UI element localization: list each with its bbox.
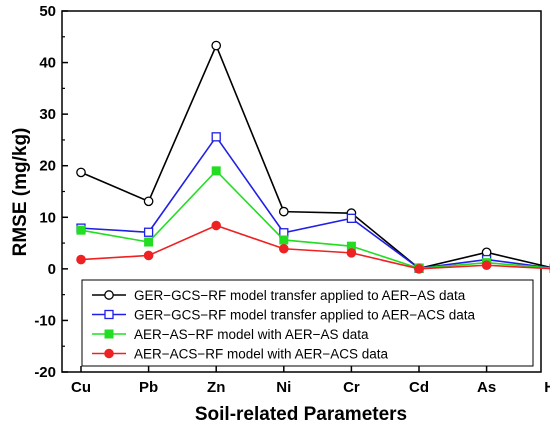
y-tick-label: 50: [39, 3, 56, 20]
legend-label: GER−GCS−RF model transfer applied to AER…: [134, 308, 476, 323]
data-point: [211, 132, 221, 142]
x-tick-label: As: [477, 379, 496, 396]
y-axis-title: RMSE (mg/kg): [10, 128, 31, 257]
series-line: [80, 43, 550, 270]
data-point: [346, 248, 357, 258]
x-tick-label: Cr: [343, 379, 360, 396]
legend-label: AER−AS−RF model with AER−AS data: [134, 327, 369, 342]
data-point: [279, 235, 289, 245]
data-point: [211, 40, 222, 51]
x-tick-label: Ni: [276, 379, 291, 396]
data-point: [414, 264, 424, 274]
data-point: [143, 250, 154, 261]
axis-ticks: -20 -10 0 10 20 30 40 50 Cu Pb Zn Ni Cr Cd As Hg: [34, 3, 550, 396]
data-point: [278, 206, 289, 217]
data-point: [76, 254, 86, 265]
series-group: [76, 40, 550, 274]
legend-entry: GER−GCS−RF model transfer applied to AER…: [92, 308, 476, 323]
y-tick-label: 10: [39, 209, 56, 226]
data-point: [346, 213, 357, 223]
x-tick-label: Zn: [207, 379, 225, 396]
data-point: [481, 260, 492, 271]
series-line: [80, 169, 550, 270]
legend-label: GER−GCS−RF model transfer applied to AER…: [134, 288, 466, 303]
y-tick-label: 0: [48, 261, 56, 278]
y-tick-label: -10: [34, 312, 56, 329]
series-line: [80, 224, 550, 270]
series-3: [76, 166, 550, 273]
legend-marker: [104, 348, 114, 359]
series-line: [80, 135, 550, 270]
legend-label: AER−ACS−RF model with AER−ACS data: [134, 347, 388, 362]
y-tick-label: 30: [39, 106, 56, 123]
data-point: [143, 227, 154, 237]
x-tick-label: Cu: [71, 379, 91, 396]
data-point: [76, 167, 86, 178]
y-tick-label: -20: [34, 364, 56, 381]
y-tick-label: 40: [39, 55, 56, 72]
legend-marker: [104, 329, 114, 339]
legend-entry: AER−AS−RF model with AER−AS data: [92, 327, 369, 342]
data-point: [143, 196, 154, 207]
x-tick-label: Hg: [544, 379, 550, 396]
legend-entry: GER−GCS−RF model transfer applied to AER…: [92, 288, 466, 303]
x-tick-label: Cd: [409, 379, 429, 396]
data-point: [211, 220, 221, 231]
data-point: [144, 237, 154, 247]
x-tick-label: Pb: [139, 379, 158, 396]
legend-entry: AER−ACS−RF model with AER−ACS data: [92, 347, 388, 362]
data-point: [76, 225, 86, 235]
y-tick-label: 20: [39, 158, 56, 175]
legend: GER−GCS−RF model transfer applied to AER…: [81, 279, 534, 367]
series-4: [76, 220, 550, 274]
data-point: [211, 166, 221, 176]
legend-box: [81, 279, 534, 367]
legend-marker: [104, 290, 114, 300]
legend-marker: [104, 309, 114, 320]
x-axis-title: Soil-related Parameters: [195, 404, 407, 425]
data-point: [279, 243, 289, 254]
